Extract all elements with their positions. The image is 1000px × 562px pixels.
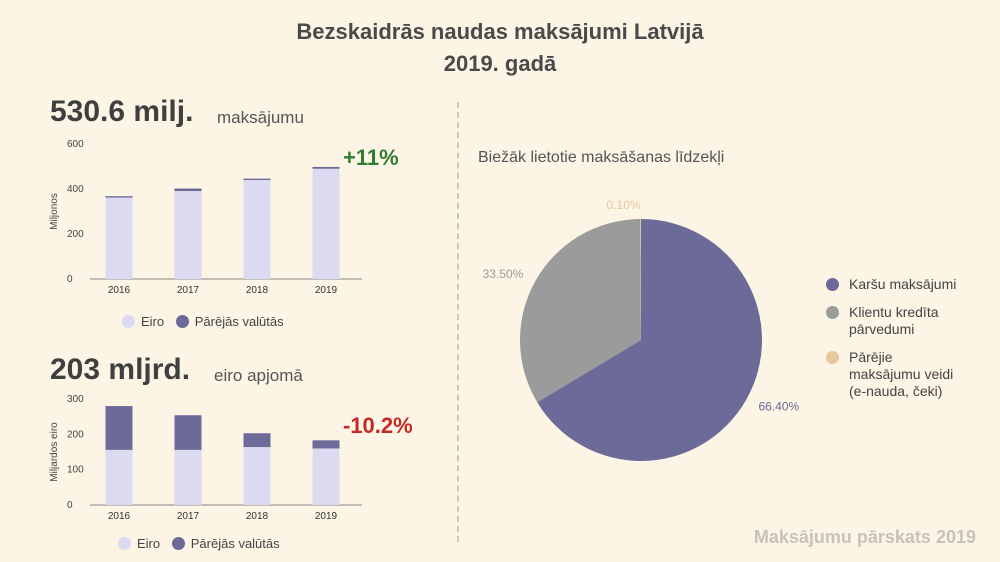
legend-item-other: Pārējās valūtās: [171, 536, 280, 551]
y-axis-label: Miljonos: [49, 193, 60, 230]
report-footer: Maksājumu pārskats 2019: [753, 527, 976, 547]
legend-label-eiro: Eiro: [141, 314, 165, 329]
pie-legend-item: Karšu maksājumi: [826, 276, 956, 293]
payments-volume-chart: Miljardos eiro 0 100 200 300 2016 2017 2018 2019: [49, 394, 362, 522]
pie-legend-swatch: [826, 306, 839, 319]
pie-legend-label: Pārējie maksājumu veidi (e-nauda, čeki): [849, 349, 954, 399]
y-tick-label: 200: [67, 429, 84, 440]
y-tick-label: 200: [67, 229, 84, 240]
pie-value-label: 0.10%: [607, 198, 641, 212]
pie-slice-transfers: [520, 219, 641, 403]
pie-slice-other: [640, 219, 641, 340]
x-tick-label: 2019: [315, 511, 338, 522]
legend-swatch-eiro: [122, 315, 135, 328]
bar-eiro: [105, 197, 133, 279]
bar-other: [105, 406, 133, 450]
bar-other: [174, 188, 202, 192]
legend-label-other: Pārējās valūtās: [190, 536, 280, 551]
y-tick-label: 300: [67, 394, 84, 405]
payments-count-chart: Miljonos 0 200 400 600 2016 2017 2018 2019: [49, 139, 362, 296]
pie-value-label: 33.50%: [483, 267, 524, 281]
y-tick-label: 600: [67, 139, 84, 150]
bar-eiro: [312, 168, 340, 279]
payment-methods-pie-chart: 66.40% 33.50% 0.10%: [483, 198, 800, 461]
payments-volume-change: -10.2%: [343, 413, 413, 438]
legend-swatch-eiro: [118, 537, 131, 550]
pie-value-label: 66.40%: [758, 400, 799, 414]
pie-legend-swatch: [826, 351, 839, 364]
y-tick-label: 0: [67, 500, 73, 511]
payments-count-value: 530.6 milj.: [50, 95, 194, 128]
pie-slice-cards: [537, 219, 762, 461]
title-line-2: 2019. gadā: [443, 51, 557, 76]
pie-legend-label: Karšu maksājumi: [849, 276, 957, 292]
bar-eiro: [243, 447, 271, 505]
pie-legend-label: Klientu kredīta pārvedumi: [849, 304, 939, 337]
payments-volume-label: eiro apjomā: [214, 366, 303, 385]
bar-other: [312, 166, 340, 169]
legend-item-eiro: Eiro: [118, 536, 160, 551]
legend-label-other: Pārējās valūtās: [194, 314, 284, 329]
y-tick-label: 400: [67, 184, 84, 195]
x-tick-label: 2017: [177, 511, 200, 522]
pie-legend: Karšu maksājumi Klientu kredīta pārvedumi…: [826, 276, 956, 411]
payments-volume-legend: Eiro Pārējās valūtās: [118, 536, 288, 551]
bar-eiro: [312, 448, 340, 505]
title-line-1: Bezskaidrās naudas maksājumi Latvijā: [296, 19, 704, 44]
panel-divider: [457, 102, 459, 542]
legend-item-other: Pārējās valūtās: [175, 314, 284, 329]
legend-swatch-other: [175, 315, 189, 328]
payments-count-legend: Eiro Pārējās valūtās: [122, 314, 292, 329]
x-tick-label: 2019: [315, 285, 338, 296]
payments-volume-value: 203 mljrd.: [50, 353, 191, 386]
y-tick-label: 0: [67, 274, 73, 285]
bar-other: [174, 415, 202, 450]
bar-other: [243, 178, 271, 180]
bar-other: [105, 196, 133, 198]
pie-legend-item: Pārējie maksājumu veidi (e-nauda, čeki): [826, 349, 956, 400]
page-title: Bezskaidrās naudas maksājumi Latvijā 201…: [0, 16, 1000, 80]
payments-count-label: maksājumu: [217, 108, 304, 127]
x-tick-label: 2016: [108, 285, 131, 296]
legend-label-eiro: Eiro: [137, 536, 161, 551]
bar-other: [312, 440, 340, 449]
x-tick-label: 2017: [177, 285, 200, 296]
legend-item-eiro: Eiro: [122, 314, 164, 329]
pie-legend-swatch: [826, 278, 839, 291]
y-tick-label: 100: [67, 465, 84, 476]
x-tick-label: 2018: [246, 285, 269, 296]
bar-other: [243, 433, 271, 448]
pie-legend-item: Klientu kredīta pārvedumi: [826, 304, 956, 338]
pie-chart-title: Biežāk lietotie maksāšanas līdzekļi: [478, 149, 725, 166]
bar-eiro: [243, 180, 271, 279]
x-tick-label: 2018: [246, 511, 269, 522]
bar-eiro: [105, 449, 133, 505]
y-axis-label: Miljardos eiro: [49, 422, 60, 482]
x-tick-label: 2016: [108, 511, 131, 522]
payments-change: +11%: [343, 145, 399, 170]
bar-eiro: [174, 191, 202, 279]
bar-eiro: [174, 449, 202, 505]
legend-swatch-other: [171, 537, 185, 550]
